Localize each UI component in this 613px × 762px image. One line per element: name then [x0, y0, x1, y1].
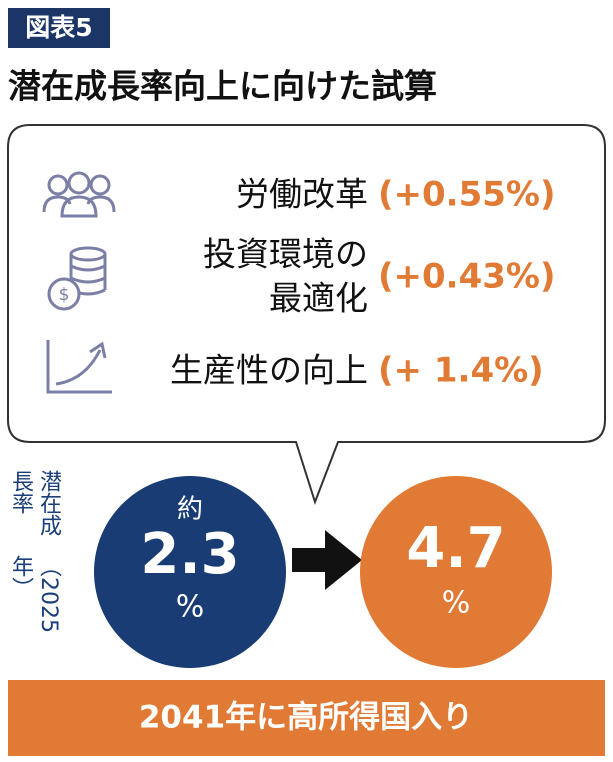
- side-label-note: （2025年）: [8, 555, 61, 634]
- current-circle: [94, 476, 286, 668]
- arrow: [292, 530, 362, 590]
- banner-bg: [8, 680, 605, 756]
- speech-bubble: [7, 124, 606, 506]
- side-label-main: 潜在成長率: [8, 470, 61, 536]
- target-unit: %: [442, 586, 471, 621]
- item-label: 投資環境の: [203, 235, 368, 274]
- growth-icon: [46, 340, 112, 394]
- target-circle: [360, 476, 552, 668]
- side-label: 潜在成長率 （2025年）: [6, 470, 62, 650]
- svg-text:$: $: [59, 285, 70, 305]
- coins-icon: $: [47, 246, 107, 311]
- item-value: (+ 1.4%): [378, 351, 544, 391]
- current-prefix: 約: [177, 495, 203, 525]
- badge-bg: [8, 8, 110, 48]
- item-value: (+0.43%): [378, 257, 556, 297]
- badge: 図表5: [25, 13, 92, 42]
- title: 潜在成長率向上に向けた試算: [8, 67, 437, 106]
- item-label: 労働改革: [236, 175, 368, 214]
- people-icon: [42, 171, 116, 218]
- current-unit: %: [176, 590, 205, 625]
- target-number: 4.7: [406, 516, 505, 581]
- banner: 2041年に高所得国入り: [139, 700, 473, 736]
- current-number: 2.3: [140, 522, 239, 587]
- item-label: 生産性の向上: [170, 351, 368, 390]
- item-value: (+0.55%): [378, 175, 556, 215]
- item-label: 最適化: [269, 279, 368, 318]
